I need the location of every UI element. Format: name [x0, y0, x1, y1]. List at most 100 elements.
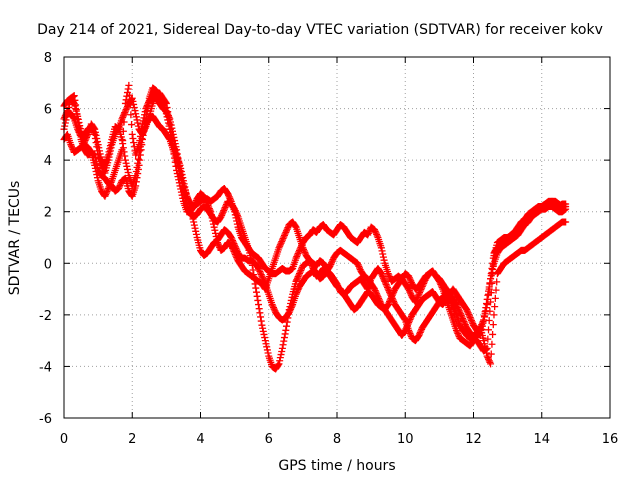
data-point-marker [278, 238, 286, 246]
data-point-marker [233, 211, 241, 219]
data-point-marker [215, 242, 223, 250]
data-point-marker [141, 111, 149, 119]
data-point-marker [276, 242, 284, 250]
data-point-marker [286, 303, 294, 311]
data-point-marker [259, 274, 267, 282]
data-point-marker [203, 198, 211, 206]
data-point-marker [383, 282, 391, 290]
data-point-marker [68, 142, 76, 150]
data-point-marker [68, 144, 76, 152]
data-point-marker [263, 343, 271, 351]
data-point-marker [365, 228, 373, 236]
data-point-marker [380, 256, 388, 264]
data-point-marker [356, 264, 364, 272]
data-point-marker [249, 266, 257, 274]
data-point-marker [275, 360, 283, 368]
x-tick-label: 10 [397, 432, 414, 447]
data-point-marker [406, 329, 414, 337]
data-point-marker [61, 119, 69, 127]
data-point-marker [416, 289, 424, 297]
data-point-marker [466, 313, 474, 321]
data-point-marker [123, 162, 131, 170]
data-point-marker [119, 112, 127, 120]
data-point-marker [480, 340, 488, 348]
data-point-marker [132, 172, 140, 180]
data-point-marker [176, 182, 184, 190]
data-point-marker [374, 293, 382, 301]
data-point-marker [270, 305, 278, 313]
y-tick-label: -6 [39, 412, 52, 427]
data-point-marker [384, 270, 392, 278]
data-point-marker [467, 315, 475, 323]
data-point-marker [132, 167, 140, 175]
data-point-marker [102, 191, 110, 199]
data-point-marker [463, 307, 471, 315]
data-point-marker [354, 261, 362, 269]
data-point-marker [118, 146, 126, 154]
data-point-marker [482, 300, 490, 308]
data-point-marker [218, 211, 226, 219]
data-point-marker [94, 141, 102, 149]
data-point-marker [253, 292, 261, 300]
data-point-marker [139, 129, 147, 137]
data-point-marker [465, 310, 473, 318]
data-point-marker [166, 125, 174, 133]
data-point-marker [124, 85, 132, 93]
data-point-marker [491, 294, 499, 302]
data-point-marker [406, 275, 414, 283]
data-point-marker [120, 110, 128, 118]
data-point-marker [482, 346, 490, 354]
data-point-marker [233, 254, 241, 262]
data-point-marker [105, 183, 113, 191]
data-point-marker [481, 343, 489, 351]
data-point-marker [257, 271, 265, 279]
data-point-marker [214, 240, 222, 248]
data-point-marker [128, 121, 136, 129]
data-point-marker [283, 225, 291, 233]
data-point-marker [276, 354, 284, 362]
data-point-marker [454, 331, 462, 339]
data-point-marker [474, 330, 482, 338]
data-point-marker [308, 261, 316, 269]
data-point-marker [95, 147, 103, 155]
data-point-marker [294, 249, 302, 257]
data-point-marker [208, 214, 216, 222]
x-tick-label: 2 [128, 432, 136, 447]
data-point-marker [192, 230, 200, 238]
data-point-marker [218, 210, 226, 218]
data-point-marker [386, 297, 394, 305]
data-point-marker [190, 201, 198, 209]
data-point-marker [478, 319, 486, 327]
data-point-marker [123, 165, 131, 173]
data-point-marker [478, 321, 486, 329]
data-point-marker [476, 324, 484, 332]
data-point-marker [178, 191, 186, 199]
data-point-marker [252, 284, 260, 292]
x-tick-label: 12 [465, 432, 482, 447]
data-point-marker [229, 246, 237, 254]
data-point-marker [328, 259, 336, 267]
data-point-marker [489, 262, 497, 270]
data-point-marker [116, 181, 124, 189]
y-tick-label: 8 [44, 51, 52, 66]
data-point-marker [300, 245, 308, 253]
data-point-marker [219, 208, 227, 216]
data-point-marker [210, 223, 218, 231]
data-point-marker [378, 247, 386, 255]
data-point-marker [104, 185, 112, 193]
data-point-marker [211, 226, 219, 234]
data-point-marker [384, 284, 392, 292]
data-point-marker [382, 280, 390, 288]
data-point-marker [277, 351, 285, 359]
data-point-marker [173, 166, 181, 174]
data-point-marker [385, 271, 393, 279]
data-point-marker [200, 192, 208, 200]
data-point-marker [415, 331, 423, 339]
data-point-marker [452, 326, 460, 334]
data-point-marker [375, 294, 383, 302]
data-point-marker [476, 325, 484, 333]
data-point-marker [282, 228, 290, 236]
data-point-marker [371, 226, 379, 234]
data-point-marker [489, 321, 497, 329]
data-point-marker [488, 340, 496, 348]
